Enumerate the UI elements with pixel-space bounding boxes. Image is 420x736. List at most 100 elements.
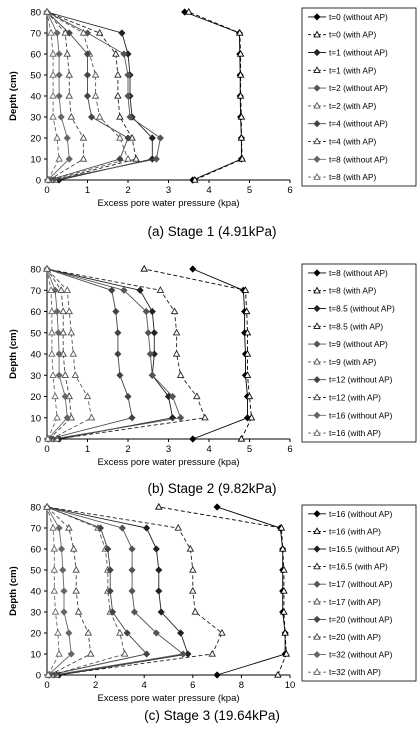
legend-label: t=4 (without AP)	[329, 119, 388, 129]
data-point	[124, 134, 132, 142]
data-point	[124, 71, 132, 79]
data-point	[51, 607, 60, 615]
legend-marker	[313, 172, 321, 180]
data-point	[136, 286, 144, 294]
series-line	[46, 506, 126, 676]
data-point	[243, 349, 252, 357]
legend-label: t=8.5 (with AP)	[329, 321, 383, 331]
data-point	[59, 328, 67, 336]
data-point	[238, 154, 246, 162]
data-point	[114, 70, 122, 78]
legend-marker	[313, 13, 321, 21]
data-point	[116, 133, 124, 141]
legend-marker	[313, 137, 321, 145]
data-point	[116, 371, 124, 379]
legend-marker	[313, 428, 321, 436]
legend-marker	[313, 304, 321, 313]
legend-label: t=16 (without AP)	[329, 509, 393, 519]
legend: t=8 (without AP) t=8 (with AP) t=8.5 (with…	[301, 263, 417, 443]
data-point	[69, 544, 78, 552]
data-point	[72, 586, 80, 594]
panel-caption: (a) Stage 1 (4.91kPa)	[147, 224, 276, 239]
data-point	[49, 112, 57, 120]
legend-label: t=17 (with AP)	[329, 597, 381, 607]
legend-marker	[313, 393, 321, 401]
data-point	[60, 608, 68, 616]
legend-label: t=16 (without AP)	[329, 410, 393, 420]
y-tick-label: 50	[30, 71, 41, 82]
legend-box	[301, 504, 417, 682]
x-axis-label: Excess pore water pressure (kpa)	[97, 198, 239, 209]
legend-label: t=16.5 (without AP)	[329, 544, 400, 554]
x-axis-label: Excess pore water pressure (kpa)	[97, 693, 239, 704]
series-line	[46, 11, 161, 181]
data-point	[155, 566, 163, 574]
y-tick-label: 20	[30, 134, 41, 145]
data-point	[130, 608, 139, 616]
data-point	[55, 524, 63, 532]
data-point	[247, 413, 256, 421]
y-tick-label: 20	[30, 629, 41, 640]
y-tick-label: 60	[30, 50, 41, 61]
data-point	[128, 414, 136, 422]
x-tick-label: 6	[287, 185, 292, 196]
data-point	[55, 649, 63, 657]
data-point	[156, 286, 165, 293]
data-point	[71, 371, 80, 378]
legend-label: t=8 (without AP)	[329, 268, 388, 278]
data-point	[91, 70, 100, 78]
legend-marker	[313, 580, 321, 588]
legend-label: t=0 (with AP)	[329, 30, 377, 40]
data-point	[150, 329, 158, 337]
y-tick-label: 50	[30, 328, 41, 339]
data-point	[65, 307, 74, 315]
x-tick-label: 5	[247, 444, 252, 455]
data-point	[191, 607, 199, 615]
data-point	[184, 7, 193, 15]
data-point	[83, 92, 92, 100]
data-point	[44, 175, 52, 183]
x-tick-label: 1	[85, 185, 90, 196]
data-point	[55, 92, 63, 100]
panel-caption: (c) Stage 3 (19.64kPa)	[144, 708, 280, 723]
data-point	[60, 587, 68, 595]
data-point	[236, 91, 245, 99]
legend-label: t=32 (with AP)	[329, 667, 381, 677]
legend-label: t=9 (without AP)	[329, 339, 388, 349]
legend-marker	[313, 286, 321, 294]
data-point	[191, 175, 199, 183]
legend-marker	[313, 376, 321, 384]
data-point	[55, 71, 63, 79]
y-tick-label: 30	[30, 371, 41, 382]
series-line	[46, 11, 153, 181]
data-point	[96, 524, 105, 532]
data-point	[53, 413, 61, 421]
data-point	[83, 392, 92, 400]
series-line	[46, 268, 206, 440]
data-point	[91, 91, 100, 99]
data-point	[104, 545, 112, 553]
data-point	[67, 328, 76, 336]
data-point	[237, 112, 246, 120]
data-point	[53, 307, 61, 316]
data-point	[237, 434, 246, 442]
data-point	[55, 154, 63, 162]
data-point	[55, 50, 63, 58]
y-tick-label: 80	[30, 503, 41, 514]
y-tick-label: 80	[30, 265, 41, 276]
data-point	[116, 112, 124, 120]
data-point	[189, 435, 197, 443]
data-point	[243, 371, 252, 378]
data-point	[128, 566, 136, 574]
data-point	[172, 349, 181, 357]
y-tick-label: 10	[30, 155, 41, 166]
data-point	[189, 265, 197, 273]
data-point	[208, 649, 217, 657]
data-point	[54, 628, 62, 636]
legend-marker	[313, 562, 321, 570]
legend-label: t=8 (without AP)	[329, 154, 388, 164]
data-point	[50, 544, 59, 552]
data-point	[48, 307, 56, 315]
data-point	[118, 524, 126, 532]
data-point	[280, 607, 288, 615]
